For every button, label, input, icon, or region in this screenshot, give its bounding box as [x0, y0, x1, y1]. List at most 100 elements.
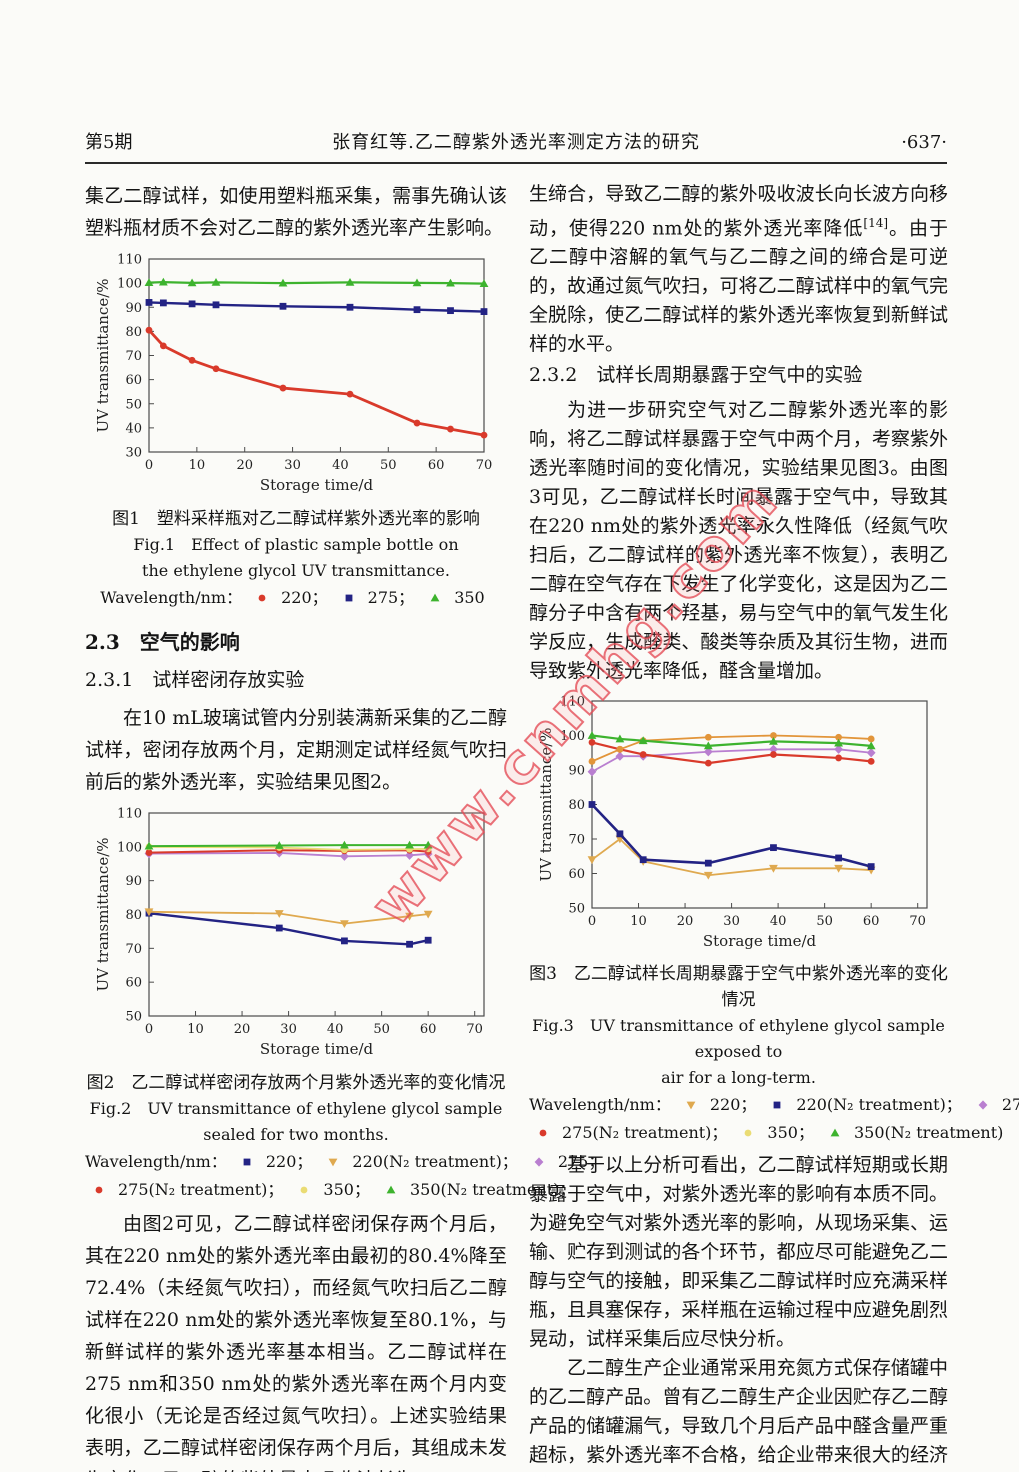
svg-text:Storage time/d: Storage time/d [260, 476, 374, 494]
svg-text:UV transmittance/%: UV transmittance/% [95, 278, 112, 432]
svg-text:60: 60 [568, 867, 585, 882]
svg-text:80: 80 [125, 908, 142, 923]
svg-text:70: 70 [476, 458, 493, 473]
svg-text:40: 40 [769, 914, 786, 929]
svg-text:UV transmittance/%: UV transmittance/% [538, 728, 555, 882]
legend-item-text: 275； [1001, 1095, 1019, 1115]
svg-text:50: 50 [816, 914, 833, 929]
svg-text:60: 60 [125, 976, 142, 991]
svg-text:100: 100 [117, 840, 142, 855]
figure2-caption-zh: 图2 乙二醇试样密闭存放两个月紫外透光率的变化情况 [86, 1073, 506, 1093]
legend-item-text: 350 [454, 588, 485, 607]
svg-text:20: 20 [234, 1022, 251, 1037]
legend-line: 275(N₂ treatment)； 350； 350(N₂ treatment)； [85, 1176, 575, 1204]
paragraph: 基于以上分析可看出，乙二醇试样短期或长期暴露于空气中，对紫外透光率的影响有本质不… [529, 1154, 948, 1351]
section-heading-2-3-2: 2.3.2 试样长周期暴露于空气中的实验 [529, 364, 863, 387]
legend-item: 350 [428, 588, 485, 607]
paragraph: 乙二醇生产企业通常采用充氮方式保存储罐中的乙二醇产品。曾有乙二醇生产企业因贮存乙… [529, 1357, 948, 1467]
figure-3: 50 60 70 80 90 100 110 0 10 20 30 40 50 60 70 Storage t… [529, 692, 1019, 1147]
paragraph-continuation: 生缔合，导致乙二醇的紫外吸收波长向长波方向移动，使得220 nm处的紫外透光率降… [529, 180, 948, 359]
legend-item-text: 220； [709, 1095, 757, 1115]
svg-text:70: 70 [568, 833, 585, 848]
svg-text:20: 20 [236, 458, 253, 473]
legend-marker-icon [978, 1100, 988, 1110]
legend-marker-icon [243, 1158, 251, 1166]
legend-item-text: 275； [557, 1152, 605, 1171]
legend-line: Wavelength/nm： 220； 220(N₂ treatment)； 275； [529, 1091, 1019, 1119]
paragraph: 为进一步研究空气对乙二醇紫外透光率的影响，将乙二醇试样暴露于空气中两个月，考察紫… [529, 399, 948, 683]
legend-line: Wavelength/nm： 220； 220(N₂ treatment)； 275； [85, 1148, 604, 1176]
paragraph: 由图2可见，乙二醇试样密闭保存两个月后，其在220 nm处的紫外透光率由最初的8… [85, 1213, 507, 1472]
svg-text:70: 70 [125, 942, 142, 957]
svg-text:60: 60 [125, 373, 142, 388]
legend-line: 275(N₂ treatment)； 350； 350(N₂ treatment) [529, 1119, 1003, 1147]
svg-text:20: 20 [676, 914, 693, 929]
text-run: 。由于乙二醇中溶解的氧气与乙二醇之间的缔合是可逆的，故通过氮气吹扫，可将乙二醇试… [529, 217, 948, 356]
figure3-caption-zh: 图3 乙二醇试样长周期暴露于空气中紫外透光率的变化情况 [529, 964, 948, 1011]
legend-item-text: 275； [367, 588, 415, 607]
legend-item-text: 350(N₂ treatment) [853, 1123, 1004, 1143]
legend-item: 275； [532, 1152, 605, 1171]
svg-text:80: 80 [125, 325, 142, 340]
svg-text:70: 70 [909, 914, 926, 929]
svg-text:40: 40 [125, 421, 142, 436]
svg-text:60: 60 [420, 1022, 437, 1037]
figure1-legend: Wavelength/nm： 220； 275； 350 [85, 584, 507, 612]
figure-1: 30 40 50 60 70 80 90 100 110 0 10 20 30 40 50 60 70 Stora… [85, 250, 507, 612]
legend-item: 220(N₂ treatment)； [770, 1095, 962, 1115]
legend-item-text: 220(N₂ treatment)； [796, 1095, 962, 1115]
citation-14: [14] [863, 216, 889, 230]
svg-text:10: 10 [189, 458, 206, 473]
journal-issue: 第5期 [85, 132, 133, 153]
legend-item: 275(N₂ treatment)； [536, 1123, 727, 1142]
svg-text:30: 30 [284, 458, 301, 473]
figure3-legend: Wavelength/nm： 220； 220(N₂ treatment)； 275；… [529, 1091, 1019, 1147]
text-run: 生缔合，导致乙二醇的紫外吸收波长向长波方向移动，使得220 nm处的紫外透光率降… [529, 183, 948, 240]
legend-item: 220(N₂ treatment)； [326, 1152, 518, 1171]
legend-item-text: 220； [281, 588, 328, 607]
legend-item: 275(N₂ treatment)； [92, 1180, 283, 1199]
legend-item: 350(N₂ treatment) [828, 1123, 1003, 1142]
right-column: 生缔合，导致乙二醇的紫外吸收波长向长波方向移动，使得220 nm处的紫外透光率降… [529, 180, 1019, 1472]
figure1-line-chart: 30 40 50 60 70 80 90 100 110 0 10 20 30 40 50 60 70 Stora… [95, 253, 493, 495]
svg-text:Storage time/d: Storage time/d [260, 1040, 374, 1058]
svg-text:30: 30 [125, 446, 142, 461]
svg-text:10: 10 [630, 914, 647, 929]
figure1-caption-en-1: Fig.1 Effect of plastic sample bottle on [133, 535, 459, 554]
svg-text:30: 30 [723, 914, 740, 929]
legend-line: Wavelength/nm： 220； 275； 350 [85, 584, 507, 612]
section-heading-2-3-1: 2.3.1 试样密闭存放实验 [85, 669, 305, 691]
legend-item: 350； [741, 1123, 814, 1142]
legend-label: Wavelength/nm： [529, 1095, 671, 1115]
running-title: 张育红等.乙二醇紫外透光率测定方法的研究 [332, 132, 700, 153]
svg-text:Storage time/d: Storage time/d [702, 932, 816, 950]
svg-text:90: 90 [568, 764, 585, 779]
svg-text:100: 100 [560, 729, 585, 744]
paragraph-continuation: 集乙二醇试样，如使用塑料瓶采集，需事先确认该塑料瓶材质不会对乙二醇的紫外透光率产… [85, 185, 507, 239]
svg-text:50: 50 [380, 458, 397, 473]
legend-item: 220； [255, 588, 328, 607]
legend-item-text: 275(N₂ treatment)； [562, 1123, 728, 1143]
legend-item: 275； [976, 1095, 1019, 1114]
figure2-legend: Wavelength/nm： 220； 220(N₂ treatment)； 275；… [85, 1148, 604, 1204]
legend-item: 350(N₂ treatment)； [384, 1180, 575, 1199]
legend-item-text: 220； [265, 1152, 313, 1171]
svg-text:40: 40 [332, 458, 349, 473]
legend-marker-icon [745, 1129, 752, 1137]
svg-text:70: 70 [125, 349, 142, 364]
svg-text:110: 110 [117, 807, 142, 822]
svg-text:30: 30 [280, 1022, 297, 1037]
legend-marker-icon [345, 594, 353, 602]
svg-text:60: 60 [862, 914, 879, 929]
legend-marker-icon [773, 1101, 781, 1109]
figure2-caption-en-1: Fig.2 UV transmittance of ethylene glyco… [89, 1099, 503, 1144]
figure1-caption-zh: 图1 塑料采样瓶对乙二醇试样紫外透光率的影响 [112, 509, 480, 529]
section-heading-2-3: 2.3 空气的影响 [85, 630, 240, 654]
legend-item-text: 350； [323, 1180, 370, 1199]
legend-marker-icon [386, 1185, 396, 1194]
legend-marker-icon [95, 1186, 103, 1194]
legend-marker-icon [686, 1101, 696, 1110]
legend-item: 275； [342, 588, 415, 607]
legend-marker-icon [430, 593, 440, 602]
